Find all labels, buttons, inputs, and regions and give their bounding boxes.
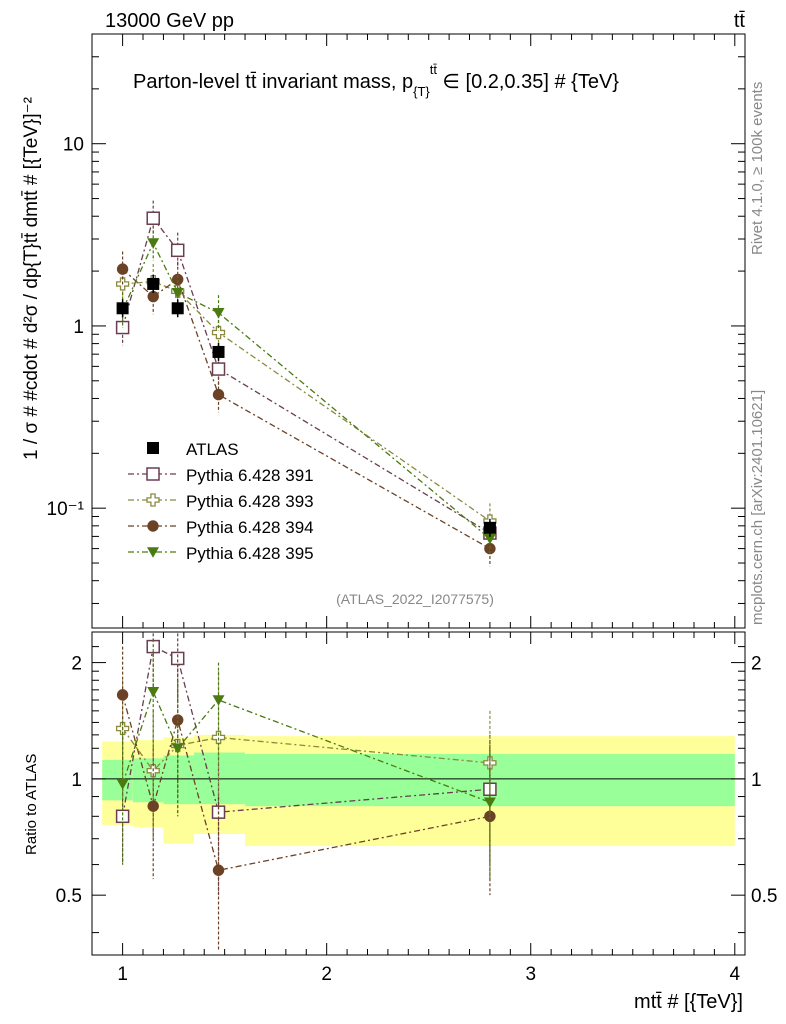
legend-marker-atlas xyxy=(147,442,159,454)
main-frame xyxy=(91,33,746,629)
series-point xyxy=(171,288,184,299)
atlas-point xyxy=(171,302,184,315)
analysis-watermark: (ATLAS_2022_I2077575) xyxy=(336,591,494,607)
title-main: Parton-level tt̄ invariant mass, p xyxy=(133,71,413,93)
series-point xyxy=(211,362,226,376)
series-line xyxy=(121,216,491,534)
legend-marker xyxy=(146,467,160,481)
atlas-point xyxy=(147,277,160,290)
x-tick-label: 2 xyxy=(321,964,332,985)
ratio-line xyxy=(121,694,491,872)
ratio-point xyxy=(212,695,225,706)
y-tick-label: 1 xyxy=(73,317,84,338)
title-tail: ∈ [0.2,0.35] # {TeV} xyxy=(437,71,619,93)
series-point xyxy=(170,243,185,258)
ratio-y-tick-label-right: 0.5 xyxy=(751,886,777,907)
atlas-data xyxy=(116,274,496,537)
chart-title: Parton-level tt̄ invariant mass, p{T}tt̄… xyxy=(133,62,619,99)
legend-label-atlas: ATLAS xyxy=(186,440,239,459)
ratio-point xyxy=(172,714,184,726)
ratio-point xyxy=(212,864,225,876)
series-point xyxy=(147,290,159,303)
series-point xyxy=(212,388,225,401)
series-point xyxy=(116,263,129,275)
y-axis-title: 1 / σ # #cdot # d²σ / dp{T}tt̄ dmtt̄ # [… xyxy=(21,97,42,460)
rivet-label: Rivet 4.1.0, ≥ 100k events xyxy=(749,82,766,255)
x-tick-label: 1 xyxy=(117,964,128,985)
series-point xyxy=(146,211,160,225)
x-axis-title: mtt̄ # [{TeV}] xyxy=(634,991,743,1013)
y-tick-label: 10⁻¹ xyxy=(47,499,85,520)
series-point xyxy=(172,273,184,286)
ratio-point xyxy=(484,810,496,823)
series-point xyxy=(483,533,496,545)
atlas-point xyxy=(212,345,225,358)
ratio-point xyxy=(170,651,185,666)
ratio-point xyxy=(116,689,129,701)
series-point xyxy=(211,325,226,340)
ratio-y-tick-label: 2 xyxy=(71,654,82,675)
ratio-point xyxy=(115,809,130,824)
series-point xyxy=(147,238,160,249)
band-green xyxy=(163,755,195,805)
legend-marker xyxy=(147,520,159,532)
ratio-y-tick-label-right: 2 xyxy=(751,654,762,675)
ratio-point xyxy=(116,779,129,790)
legend-marker xyxy=(146,493,160,507)
legend-label: Pythia 6.428 393 xyxy=(186,492,314,511)
ratio-point xyxy=(211,730,226,745)
ratio-frame xyxy=(91,631,746,956)
legend-label: Pythia 6.428 391 xyxy=(186,466,314,485)
legend-label: Pythia 6.428 395 xyxy=(186,544,314,563)
ratio-point xyxy=(147,687,160,698)
ratio-point xyxy=(171,743,184,754)
ratio-point xyxy=(147,800,159,812)
ratio-point xyxy=(483,797,496,808)
series-point xyxy=(212,308,225,319)
ratio-y-tick-label-right: 1 xyxy=(751,770,762,791)
atlas-point xyxy=(116,302,129,315)
x-tick-label: 4 xyxy=(730,964,741,985)
series-point xyxy=(115,320,130,335)
ratio-y-tick-label: 1 xyxy=(71,770,82,791)
series-line xyxy=(122,280,491,522)
band-green xyxy=(194,752,246,805)
ratio-y-axis-title: Ratio to ATLAS xyxy=(23,754,40,855)
legend-marker xyxy=(147,547,159,558)
atlas-point xyxy=(483,521,496,534)
title-sup: tt̄ xyxy=(430,62,438,77)
legend-label: Pythia 6.428 394 xyxy=(186,518,314,537)
title-sub: {T} xyxy=(413,84,430,99)
ratio-y-tick-label: 0.5 xyxy=(56,886,82,907)
mcplots-label: mcplots.cern.ch [arXiv:2401.10621] xyxy=(749,390,766,625)
y-tick-label: 10 xyxy=(63,135,84,156)
x-tick-label: 3 xyxy=(525,964,536,985)
process-label: tt̄ xyxy=(734,10,746,32)
collision-label: 13000 GeV pp xyxy=(105,10,234,32)
